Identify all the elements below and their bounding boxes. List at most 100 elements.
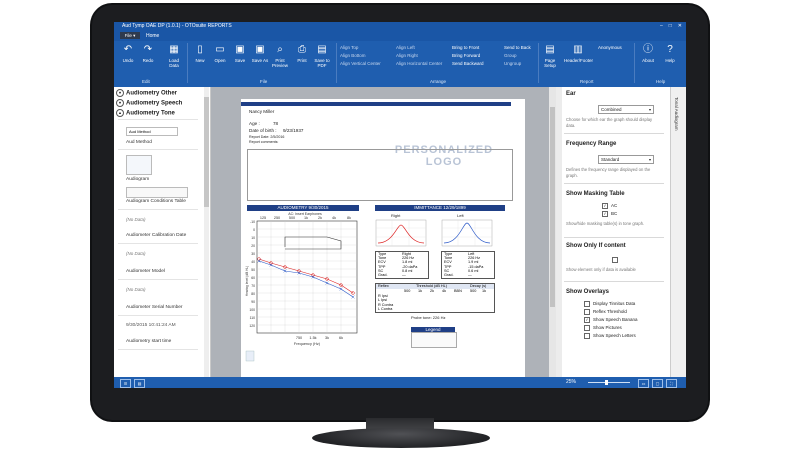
load-data-button[interactable]: ▦ Load Data (168, 44, 179, 68)
list-view-icon[interactable]: ☰ (120, 379, 131, 388)
list-item-audiogram-conditions-table[interactable]: Audiogram Conditions Table (126, 199, 186, 204)
report-comments-box[interactable] (247, 149, 513, 201)
left-scrollbar[interactable] (204, 87, 209, 377)
properties-panel: Ear Combined ▾ Choose for which ear the g… (562, 87, 669, 377)
new-button[interactable]: ▯ New (190, 44, 210, 63)
check-icon: ✓ (602, 211, 608, 217)
audiogram-thumbnail[interactable] (126, 155, 152, 175)
side-tab-tonal-audiogram[interactable]: Tonal Audiogram (670, 87, 686, 377)
open-button[interactable]: ▭ Open (214, 44, 226, 63)
header-icon: ▥ (573, 44, 583, 55)
group-help-label: Help (656, 79, 666, 84)
section-audiometry-tone[interactable]: ▴ Audiometry Tone (116, 109, 175, 117)
ear-title: Ear (566, 91, 576, 97)
page-setup-button[interactable]: ▤ Page Setup (544, 44, 556, 68)
list-item-audiogram[interactable]: Audiogram (126, 177, 150, 182)
y-axis-label: Hearing level (dB HL) (245, 266, 249, 296)
group-button[interactable]: Group (504, 53, 517, 58)
align-right-button[interactable]: Align Right (396, 53, 418, 58)
audiometry-header: AUDIOMETRY 9/30/2015 (247, 205, 359, 211)
left-tymp-table: Type Tone ECV TPP SC Grad. Left 226 Hz 1.9 ml … (441, 251, 495, 279)
save-as-button[interactable]: ▣ Save As (251, 44, 269, 63)
align-left-button[interactable]: Align Left (396, 45, 415, 50)
ungroup-button[interactable]: Ungroup (504, 61, 522, 66)
ear-select[interactable]: Combined ▾ (598, 105, 654, 114)
zoom-slider[interactable] (588, 380, 630, 385)
save-to-pdf-button[interactable]: ▤ Save to PDF (314, 44, 330, 68)
immittance-header: IMMITTANCE 12/29/1899 (375, 205, 505, 211)
redo-button[interactable]: ↷ Redo (142, 44, 154, 63)
scroll-thumb[interactable] (550, 107, 555, 307)
y-tick: 30 (251, 252, 255, 256)
personalized-logo[interactable]: PERSONALIZED LOGO (394, 144, 494, 168)
send-to-back-button[interactable]: Send to Back (504, 45, 531, 50)
tab-home[interactable]: Home (146, 33, 160, 39)
freq-tick: 3k (325, 336, 329, 340)
x-axis-label: Frequency (Hz) (294, 342, 321, 346)
section-audiometry-other[interactable]: ▾ Audiometry Other (116, 89, 177, 97)
y-tick: -10 (250, 220, 255, 224)
overlay-speech-banana-checkbox[interactable]: ✓ Show Speech Banana (584, 317, 638, 323)
overlay-speech-letters-checkbox[interactable]: Show Speech Letters (584, 333, 636, 339)
freq-tick: 8k (347, 216, 351, 220)
align-top-button[interactable]: Align Top (340, 45, 359, 50)
check-icon: ✓ (602, 203, 608, 209)
full-screen-icon[interactable]: ⛶ (666, 379, 677, 388)
right-panel-scrollbar[interactable] (556, 87, 562, 377)
list-item-audiometer-calibration-date[interactable]: Audiometer Calibration Date (126, 233, 187, 238)
monitor-stand-base (312, 428, 490, 448)
close-icon[interactable]: ✕ (677, 23, 682, 29)
overlay-pictures-checkbox[interactable]: Show Pictures (584, 325, 622, 331)
report-page[interactable]: Nancy Miller Age : 78 Date of birth : 9/… (241, 99, 525, 377)
chevron-down-icon: ▾ (648, 107, 651, 112)
zoom-slider-knob[interactable] (605, 380, 608, 385)
bring-to-front-button[interactable]: Bring to Front (452, 45, 480, 50)
aud-method-preview[interactable]: Aud Method (126, 127, 178, 136)
file-menu-button[interactable]: File ▾ (120, 32, 140, 39)
no-data-label: (No Data) (126, 217, 146, 222)
conditions-table-thumbnail[interactable] (126, 187, 188, 198)
fit-page-icon[interactable]: ▢ (652, 379, 663, 388)
page-setup-icon: ▤ (545, 44, 555, 55)
freq-tick: 125 (260, 216, 266, 220)
save-button[interactable]: ▣ Save (234, 44, 246, 63)
canvas-scrollbar[interactable] (549, 87, 556, 377)
info-icon: ⓘ (643, 44, 653, 55)
send-backward-button[interactable]: Send Backward (452, 61, 484, 66)
section-audiometry-speech[interactable]: ▾ Audiometry Speech (116, 99, 182, 107)
open-icon: ▭ (215, 44, 225, 55)
header-footer-button[interactable]: ▥ Header/Footer (564, 44, 594, 63)
scroll-thumb[interactable] (204, 97, 209, 207)
audiogram-chart[interactable]: AC: Insert Earphones 125 250 500 1k 2k 4… (245, 211, 373, 363)
minimize-icon[interactable]: – (659, 23, 663, 29)
align-bottom-button[interactable]: Align Bottom (340, 53, 366, 58)
masking-ac-checkbox[interactable]: ✓ AC (602, 203, 618, 209)
left-tympanogram[interactable] (441, 219, 493, 247)
maximize-icon[interactable]: □ (668, 23, 672, 29)
list-item-audiometer-model[interactable]: Audiometer Model (126, 269, 165, 274)
list-item-audiometer-serial-number[interactable]: Audiometer Serial Number (126, 305, 183, 310)
print-button[interactable]: ⎙ Print (292, 44, 312, 63)
undo-button[interactable]: ↶ Undo (122, 44, 134, 63)
right-tympanogram[interactable] (375, 219, 427, 247)
align-vcenter-button[interactable]: Align Vertical Center (340, 61, 381, 66)
save-icon: ▣ (235, 44, 245, 55)
align-hcenter-button[interactable]: Align Horizontal Center (396, 61, 443, 66)
overlay-reflex-checkbox[interactable]: Reflex Threshold (584, 309, 627, 315)
frequency-range-select[interactable]: Standard ▾ (598, 155, 654, 164)
y-tick: 100 (249, 308, 255, 312)
help-button[interactable]: ? Help (660, 44, 680, 63)
masking-bc-checkbox[interactable]: ✓ BC (602, 211, 618, 217)
group-report-label: Report (580, 79, 594, 84)
list-item-audiometry-start-time[interactable]: Audiometry start time (126, 339, 172, 344)
print-preview-button[interactable]: ⌕ Print Preview (271, 44, 288, 68)
list-item-aud-method[interactable]: Aud Method (126, 140, 152, 145)
only-if-content-checkbox[interactable] (612, 257, 621, 263)
report-canvas: Nancy Miller Age : 78 Date of birth : 9/… (211, 87, 556, 377)
fit-width-icon[interactable]: ▭ (638, 379, 649, 388)
about-button[interactable]: ⓘ About (642, 44, 654, 63)
overlay-tinnitus-checkbox[interactable]: Display Tinnitus Data (584, 301, 635, 307)
page-view-icon[interactable]: ▤ (134, 379, 145, 388)
bring-forward-button[interactable]: Bring Forward (452, 53, 481, 58)
screen: Aud Tymp OAE DP (1.0.1) - OTOsuite REPOR… (114, 22, 686, 388)
